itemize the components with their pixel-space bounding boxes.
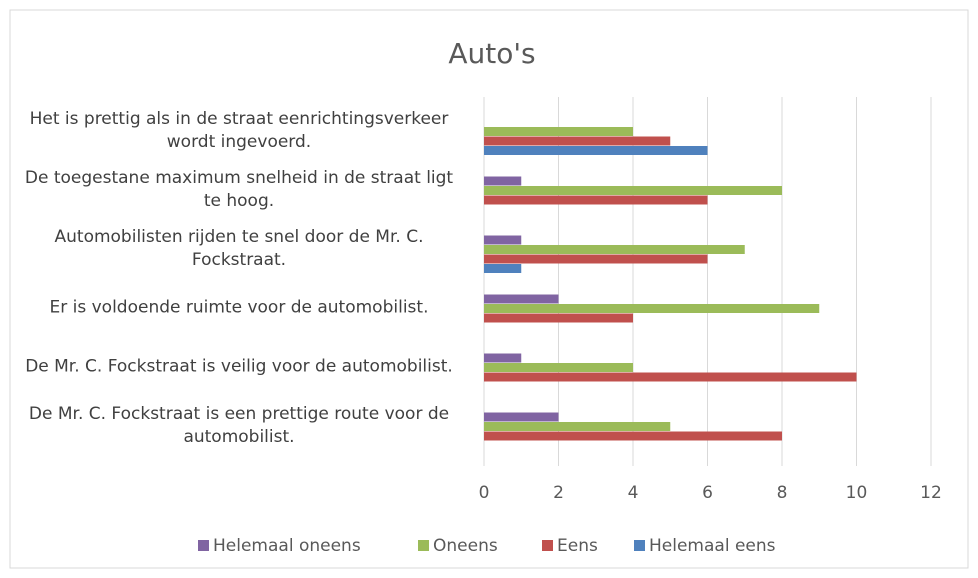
legend-label: Helemaal eens bbox=[649, 536, 776, 556]
bar bbox=[484, 294, 559, 304]
x-tick-label: 8 bbox=[777, 483, 788, 503]
bar bbox=[484, 254, 708, 264]
x-tick-label: 2 bbox=[553, 483, 564, 503]
bar bbox=[484, 372, 857, 382]
bar bbox=[484, 235, 522, 245]
bar bbox=[484, 363, 633, 372]
bar bbox=[484, 146, 708, 155]
bar bbox=[484, 264, 522, 273]
y-tick-label: De toegestane maximum snelheid in de str… bbox=[24, 167, 454, 211]
bar bbox=[484, 245, 745, 254]
chart-border bbox=[9, 9, 969, 569]
y-tick-label: Er is voldoende ruimte voor de automobil… bbox=[49, 297, 429, 317]
legend-label: Helemaal oneens bbox=[213, 536, 361, 556]
bar bbox=[484, 195, 708, 205]
bar bbox=[484, 412, 559, 422]
y-tick-label: De Mr. C. Fockstraat is een prettige rou… bbox=[28, 403, 450, 447]
bar bbox=[484, 176, 522, 186]
bar bbox=[484, 422, 671, 431]
legend-label: Oneens bbox=[433, 536, 498, 556]
bar bbox=[484, 431, 782, 441]
x-tick-label: 10 bbox=[846, 483, 868, 503]
legend-swatch bbox=[198, 540, 209, 551]
bar bbox=[484, 186, 782, 195]
chart-title: Auto's bbox=[448, 37, 535, 70]
x-tick-label: 4 bbox=[628, 483, 639, 503]
y-tick-label: De Mr. C. Fockstraat is veilig voor de a… bbox=[25, 356, 453, 376]
y-tick-label: Het is prettig als in de straat eenricht… bbox=[29, 108, 449, 152]
bar bbox=[484, 127, 633, 136]
bar bbox=[484, 353, 522, 363]
legend-label: Eens bbox=[557, 536, 598, 556]
x-tick-label: 0 bbox=[479, 483, 490, 503]
legend-swatch bbox=[542, 540, 553, 551]
bar bbox=[484, 136, 671, 146]
x-tick-label: 12 bbox=[920, 483, 942, 503]
legend-swatch bbox=[418, 540, 429, 551]
bar bbox=[484, 304, 820, 313]
legend-swatch bbox=[634, 540, 645, 551]
x-tick-label: 6 bbox=[702, 483, 713, 503]
y-tick-label: Automobilisten rijden te snel door de Mr… bbox=[54, 226, 424, 270]
bar bbox=[484, 313, 633, 323]
